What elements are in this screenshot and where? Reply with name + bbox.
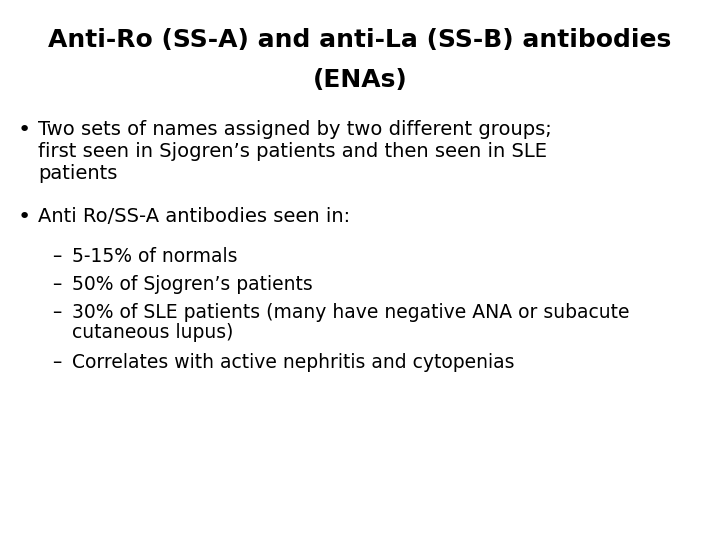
Text: Correlates with active nephritis and cytopenias: Correlates with active nephritis and cyt…: [72, 353, 515, 372]
Text: first seen in Sjogren’s patients and then seen in SLE: first seen in Sjogren’s patients and the…: [38, 142, 547, 161]
Text: patients: patients: [38, 164, 117, 183]
Text: 5-15% of normals: 5-15% of normals: [72, 247, 238, 266]
Text: cutaneous lupus): cutaneous lupus): [72, 323, 233, 342]
Text: Two sets of names assigned by two different groups;: Two sets of names assigned by two differ…: [38, 120, 552, 139]
Text: –: –: [52, 247, 61, 266]
Text: •: •: [18, 120, 31, 140]
Text: •: •: [18, 207, 31, 227]
Text: 50% of Sjogren’s patients: 50% of Sjogren’s patients: [72, 275, 312, 294]
Text: –: –: [52, 303, 61, 322]
Text: Anti Ro/SS-A antibodies seen in:: Anti Ro/SS-A antibodies seen in:: [38, 207, 350, 226]
Text: –: –: [52, 353, 61, 372]
Text: (ENAs): (ENAs): [312, 68, 408, 92]
Text: 30% of SLE patients (many have negative ANA or subacute: 30% of SLE patients (many have negative …: [72, 303, 629, 322]
Text: –: –: [52, 275, 61, 294]
Text: Anti-Ro (SS-A) and anti-La (SS-B) antibodies: Anti-Ro (SS-A) and anti-La (SS-B) antibo…: [48, 28, 672, 52]
